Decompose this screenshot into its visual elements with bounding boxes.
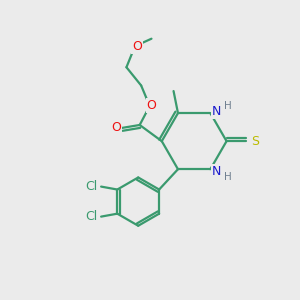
Text: O: O <box>111 122 121 134</box>
Text: N: N <box>212 165 221 178</box>
Text: H: H <box>224 172 231 182</box>
Text: O: O <box>146 99 156 112</box>
Text: S: S <box>251 135 259 148</box>
Text: H: H <box>224 101 231 111</box>
Text: Cl: Cl <box>85 210 98 223</box>
Text: N: N <box>212 105 221 118</box>
Text: O: O <box>132 40 142 52</box>
Text: Cl: Cl <box>85 180 98 193</box>
